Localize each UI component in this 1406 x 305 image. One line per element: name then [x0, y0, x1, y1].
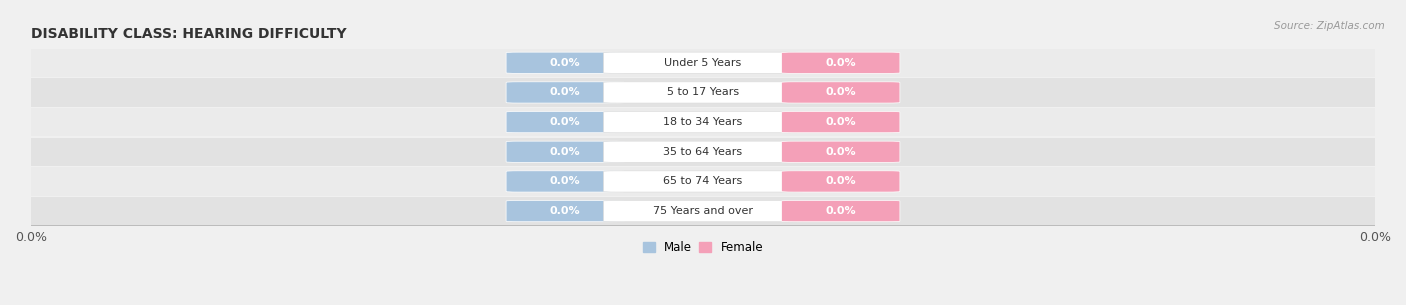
FancyBboxPatch shape	[603, 141, 803, 162]
Bar	[31, 197, 1375, 225]
Text: 35 to 64 Years: 35 to 64 Years	[664, 147, 742, 157]
FancyBboxPatch shape	[506, 200, 624, 222]
Text: 0.0%: 0.0%	[550, 117, 581, 127]
Text: 0.0%: 0.0%	[550, 176, 581, 186]
Text: Source: ZipAtlas.com: Source: ZipAtlas.com	[1274, 21, 1385, 31]
Bar	[31, 167, 1375, 196]
Bar	[31, 78, 1375, 107]
FancyBboxPatch shape	[782, 82, 900, 103]
Text: 0.0%: 0.0%	[825, 176, 856, 186]
FancyBboxPatch shape	[603, 171, 803, 192]
FancyBboxPatch shape	[782, 112, 900, 133]
FancyBboxPatch shape	[506, 171, 624, 192]
FancyBboxPatch shape	[506, 82, 624, 103]
Text: 0.0%: 0.0%	[550, 88, 581, 97]
Bar	[31, 108, 1375, 136]
Text: 0.0%: 0.0%	[550, 206, 581, 216]
Text: 65 to 74 Years: 65 to 74 Years	[664, 176, 742, 186]
FancyBboxPatch shape	[603, 52, 803, 74]
FancyBboxPatch shape	[506, 141, 624, 162]
Text: 0.0%: 0.0%	[825, 117, 856, 127]
Text: 0.0%: 0.0%	[550, 58, 581, 68]
FancyBboxPatch shape	[603, 82, 803, 103]
FancyBboxPatch shape	[782, 200, 900, 222]
FancyBboxPatch shape	[782, 52, 900, 74]
Text: 0.0%: 0.0%	[550, 147, 581, 157]
Bar	[31, 48, 1375, 77]
FancyBboxPatch shape	[603, 200, 803, 222]
Text: 18 to 34 Years: 18 to 34 Years	[664, 117, 742, 127]
FancyBboxPatch shape	[782, 141, 900, 162]
Text: DISABILITY CLASS: HEARING DIFFICULTY: DISABILITY CLASS: HEARING DIFFICULTY	[31, 27, 347, 41]
Text: 0.0%: 0.0%	[825, 147, 856, 157]
Text: 0.0%: 0.0%	[825, 58, 856, 68]
Text: 0.0%: 0.0%	[825, 88, 856, 97]
Bar	[31, 138, 1375, 166]
Text: Under 5 Years: Under 5 Years	[665, 58, 741, 68]
FancyBboxPatch shape	[506, 112, 624, 133]
Legend: Male, Female: Male, Female	[638, 237, 768, 259]
Text: 0.0%: 0.0%	[825, 206, 856, 216]
FancyBboxPatch shape	[782, 171, 900, 192]
FancyBboxPatch shape	[506, 52, 624, 74]
FancyBboxPatch shape	[603, 112, 803, 133]
Text: 5 to 17 Years: 5 to 17 Years	[666, 88, 740, 97]
Text: 75 Years and over: 75 Years and over	[652, 206, 754, 216]
